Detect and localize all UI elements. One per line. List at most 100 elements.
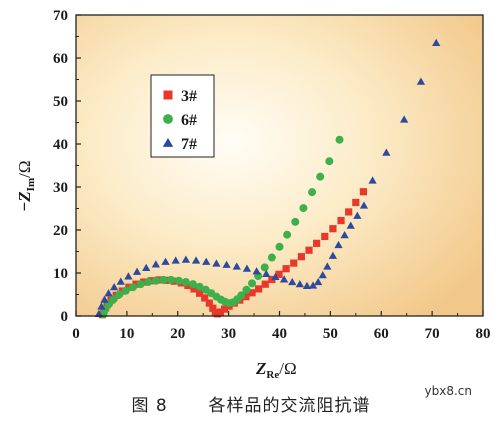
data-point (104, 289, 113, 297)
watermark-text: ybx8.cn (424, 384, 472, 398)
data-point (271, 272, 280, 280)
data-point (352, 198, 360, 207)
data-point (282, 265, 290, 273)
data-point (174, 276, 183, 285)
data-point (124, 272, 133, 280)
data-point (159, 275, 168, 284)
data-point (329, 225, 337, 233)
data-point (368, 176, 377, 184)
data-point (136, 280, 145, 289)
data-point (308, 281, 318, 289)
data-point (290, 259, 298, 267)
data-point (325, 157, 334, 166)
y-tick-label: 20 (53, 223, 68, 239)
series-6-points (99, 135, 344, 319)
figure-caption: 图 8 各样品的交流阻抗谱 (0, 391, 502, 416)
data-point (209, 304, 217, 312)
data-point (94, 309, 104, 317)
x-axis-label: ZRe/Ω (255, 359, 297, 381)
data-point (220, 305, 229, 313)
data-point (295, 280, 304, 288)
legend-label-3: 3# (181, 88, 197, 105)
data-point (283, 230, 292, 239)
data-point (308, 188, 317, 197)
legend: 3# 6# 7# (150, 74, 215, 158)
x-tick-label: 20 (170, 326, 185, 342)
data-point (167, 275, 176, 284)
data-point (302, 281, 312, 290)
y-tick-label: 40 (53, 137, 68, 153)
data-point (171, 256, 180, 264)
data-point (248, 279, 257, 288)
data-point (242, 293, 250, 301)
data-point (359, 201, 369, 209)
data-point (288, 277, 297, 286)
plot-frame (75, 14, 484, 317)
data-point (261, 280, 269, 288)
data-point (151, 276, 160, 285)
legend-marker-3 (163, 90, 173, 100)
data-point (190, 285, 198, 293)
data-point (222, 260, 231, 268)
data-point (195, 282, 204, 291)
data-point (314, 277, 323, 286)
data-point (297, 253, 305, 261)
x-tick-label: 60 (374, 326, 389, 342)
data-point (260, 263, 269, 272)
data-point (161, 257, 170, 265)
y-tick-label: 10 (53, 266, 68, 282)
data-point (334, 240, 343, 249)
data-point (340, 231, 349, 239)
x-tick-label: 10 (119, 326, 134, 342)
data-point (216, 308, 225, 316)
x-tick-label: 30 (221, 326, 236, 342)
data-point (328, 251, 338, 259)
data-point (132, 280, 140, 288)
data-point (275, 270, 283, 278)
data-point (132, 267, 142, 275)
data-point (279, 275, 289, 283)
data-point (116, 277, 125, 285)
data-point (262, 269, 271, 277)
data-point (400, 115, 409, 123)
data-point (191, 256, 201, 264)
legend-marker-6 (163, 114, 173, 124)
data-point (109, 295, 118, 304)
data-point (299, 204, 308, 213)
data-point (346, 221, 355, 229)
data-point (181, 278, 190, 287)
data-point (359, 188, 368, 196)
data-point (151, 260, 161, 268)
x-tick-label: 50 (323, 326, 338, 342)
data-point (248, 289, 256, 297)
data-point (128, 283, 137, 292)
data-point (212, 259, 221, 267)
data-point (291, 217, 300, 226)
data-point (100, 295, 109, 303)
data-point (316, 172, 325, 181)
y-tick-label: 60 (53, 51, 68, 67)
x-tick-label: 80 (476, 326, 491, 342)
data-point (337, 216, 345, 225)
data-point (181, 255, 191, 263)
data-point (201, 294, 209, 302)
data-point (242, 285, 251, 294)
data-point (202, 257, 211, 265)
plot-area (76, 15, 483, 316)
data-point (255, 285, 263, 293)
data-point (275, 242, 284, 251)
data-point (432, 38, 441, 47)
data-point (321, 232, 329, 241)
data-point (97, 302, 106, 310)
figure-number: 图 8 (131, 396, 168, 416)
figure-title: 各样品的交流阻抗谱 (208, 396, 371, 416)
data-point (144, 278, 153, 287)
legend-label-7: 7# (181, 136, 197, 153)
data-point (252, 267, 261, 275)
data-point (318, 271, 327, 279)
data-point (335, 135, 344, 144)
data-point (189, 280, 198, 289)
data-point (416, 77, 426, 85)
legend-marker-7 (162, 137, 174, 147)
